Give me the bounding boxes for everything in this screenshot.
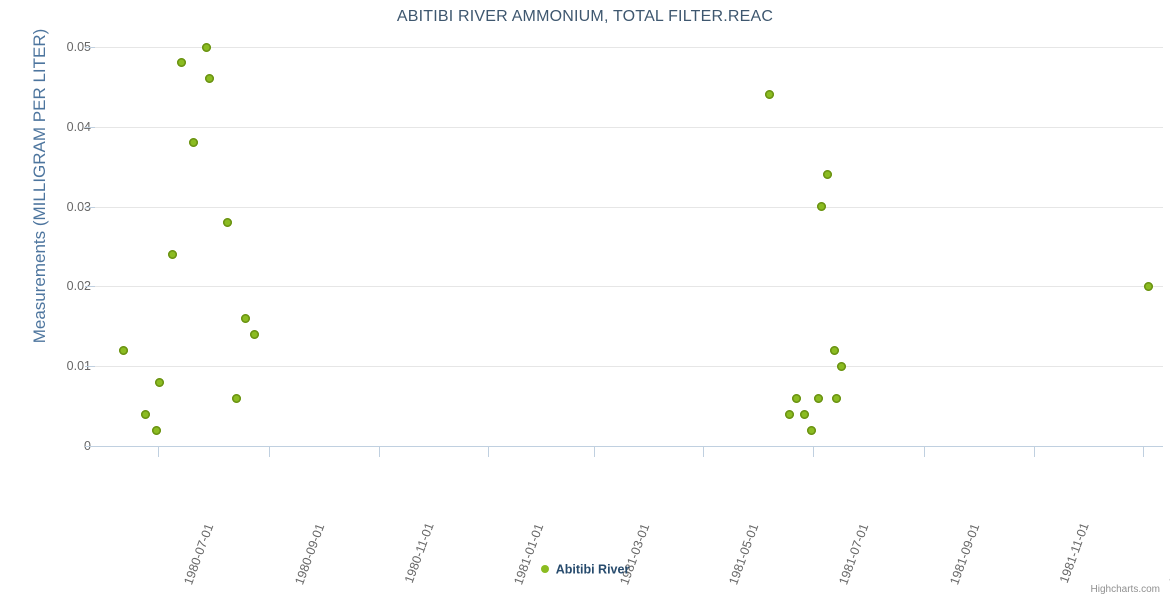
data-point[interactable] xyxy=(232,393,242,403)
x-axis-line xyxy=(95,446,1163,447)
x-axis-tick-label: 1981-07-01 xyxy=(836,521,872,587)
data-point[interactable] xyxy=(792,393,802,403)
data-point[interactable] xyxy=(140,409,150,419)
data-point[interactable] xyxy=(119,345,129,355)
x-axis-tick-label: 1981-05-01 xyxy=(726,521,762,587)
x-axis-tick-mark xyxy=(1033,447,1035,457)
y-axis-tick-mark xyxy=(85,286,95,288)
legend-item[interactable]: Abitibi River xyxy=(540,562,630,577)
data-point[interactable] xyxy=(176,58,186,68)
x-axis-tick-mark xyxy=(269,447,271,457)
data-point[interactable] xyxy=(223,218,233,228)
data-point[interactable] xyxy=(837,361,847,371)
data-point[interactable] xyxy=(167,249,177,259)
y-axis-tick-mark xyxy=(85,126,95,128)
legend-marker-icon xyxy=(540,564,549,573)
x-axis-tick-mark xyxy=(157,447,159,457)
x-axis-tick-label: 1981-03-01 xyxy=(617,521,653,587)
plot-area xyxy=(95,42,1163,446)
gridline xyxy=(95,126,1163,128)
x-axis-tick-label: 1981-09-01 xyxy=(947,521,983,587)
gridline xyxy=(95,47,1163,48)
data-point[interactable] xyxy=(201,42,211,52)
gridline xyxy=(95,206,1163,208)
data-point[interactable] xyxy=(817,202,827,212)
x-axis-tick-mark xyxy=(488,447,490,457)
gridline xyxy=(95,366,1163,368)
y-axis-tick-label: 0.02 xyxy=(66,279,91,294)
data-point[interactable] xyxy=(830,345,840,355)
data-point[interactable] xyxy=(799,409,809,419)
data-point[interactable] xyxy=(205,74,215,84)
gridline xyxy=(95,286,1163,288)
legend-item-label: Abitibi River xyxy=(555,562,630,577)
y-axis-tick-label: 0.03 xyxy=(66,199,91,214)
y-axis-tick-mark xyxy=(85,206,95,208)
data-point[interactable] xyxy=(250,329,260,339)
x-axis-tick-mark xyxy=(812,447,814,457)
data-point[interactable] xyxy=(765,90,775,100)
x-axis-tick-label: 1980-07-01 xyxy=(181,521,217,587)
y-axis-tick-label: 0.05 xyxy=(66,39,91,54)
y-axis-title: Measurements (MILLIGRAM PER LITER) xyxy=(30,28,49,344)
chart-title: ABITIBI RIVER AMMONIUM, TOTAL FILTER.REA… xyxy=(396,8,774,25)
x-axis-tick-mark xyxy=(593,447,595,457)
data-point[interactable] xyxy=(1144,281,1154,291)
data-point[interactable] xyxy=(241,313,251,323)
data-point[interactable] xyxy=(151,425,161,435)
data-point[interactable] xyxy=(831,393,841,403)
x-axis-tick-mark xyxy=(924,447,926,457)
x-axis-tick-label: 1980-09-01 xyxy=(292,521,328,587)
x-axis-tick-mark xyxy=(703,447,705,457)
data-point[interactable] xyxy=(155,377,165,387)
x-axis-tick-label: 1981-01-01 xyxy=(511,521,547,587)
y-axis-tick-label: 0 xyxy=(0,440,91,453)
data-point[interactable] xyxy=(822,170,832,180)
x-axis-tick-mark xyxy=(378,447,380,457)
y-axis-tick-label: 0.01 xyxy=(66,358,91,373)
data-point[interactable] xyxy=(806,425,816,435)
data-point[interactable] xyxy=(785,409,795,419)
highcharts-credits[interactable]: Highcharts.com xyxy=(1090,584,1160,595)
y-axis-tick-label: 0.04 xyxy=(66,119,91,134)
y-axis-tick-mark xyxy=(85,366,95,368)
data-point[interactable] xyxy=(813,393,823,403)
x-axis-tick-mark xyxy=(1143,447,1145,457)
y-axis-tick-mark xyxy=(85,47,95,48)
data-point[interactable] xyxy=(189,138,199,148)
chart-legend: Abitibi River xyxy=(0,562,1170,577)
y-axis-tick-mark xyxy=(85,446,95,447)
